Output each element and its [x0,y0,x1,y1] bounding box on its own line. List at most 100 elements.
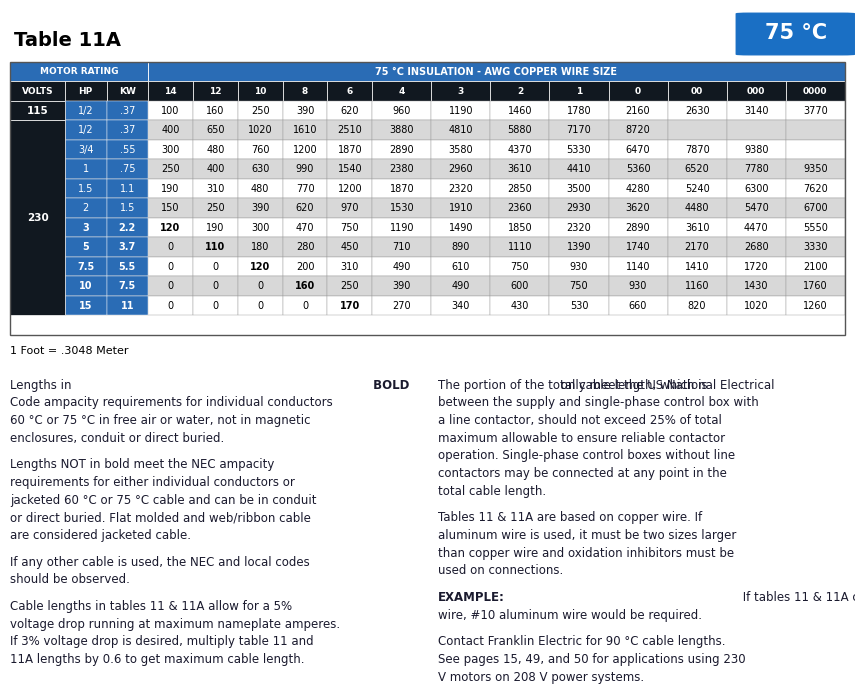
Bar [727,276,786,296]
Text: 2680: 2680 [744,242,769,252]
Text: 400: 400 [206,164,225,174]
Bar [550,140,609,159]
Text: 2: 2 [83,203,89,213]
Text: If 3% voltage drop is desired, multiply table 11 and: If 3% voltage drop is desired, multiply … [10,635,314,649]
Bar [65,101,107,120]
Text: KW: KW [119,87,136,95]
Text: 4280: 4280 [626,183,651,194]
Bar [283,179,327,199]
Bar [431,159,491,179]
Text: 3: 3 [457,87,464,95]
Text: 15: 15 [79,301,92,311]
Bar [283,199,327,218]
Text: If any other cable is used, the NEC and local codes: If any other cable is used, the NEC and … [10,556,310,569]
Text: 750: 750 [340,223,359,233]
Bar [148,179,193,199]
Bar [327,276,372,296]
Bar [609,81,668,101]
Text: 0: 0 [168,242,174,252]
Text: 1/2: 1/2 [78,125,93,135]
Bar [193,296,238,315]
Text: 2170: 2170 [685,242,710,252]
Text: 60 °C or 75 °C in free air or water, not in magnetic: 60 °C or 75 °C in free air or water, not… [10,414,310,427]
Bar [727,140,786,159]
Bar [550,81,609,101]
Bar [193,120,238,140]
Bar [491,257,550,276]
Text: 5470: 5470 [744,203,769,213]
Bar [107,296,148,315]
Bar [327,179,372,199]
Text: 300: 300 [162,144,180,155]
Bar [372,81,431,101]
Bar [65,179,107,199]
Text: 450: 450 [340,242,359,252]
Text: 390: 390 [392,281,411,291]
Bar [283,159,327,179]
Text: 4: 4 [398,87,405,95]
Bar [65,296,107,315]
Text: Lengths NOT in bold meet the NEC ampacity: Lengths NOT in bold meet the NEC ampacit… [10,458,274,471]
Text: 250: 250 [162,164,180,174]
Text: 4480: 4480 [685,203,710,213]
Bar [193,199,238,218]
Bar [193,257,238,276]
Bar [148,62,845,81]
Text: 2100: 2100 [803,262,828,271]
Bar [107,257,148,276]
Bar [65,120,107,140]
Text: 2380: 2380 [390,164,414,174]
Text: Table 11A: Table 11A [15,31,121,50]
Text: 11A lengths by 0.6 to get maximum cable length.: 11A lengths by 0.6 to get maximum cable … [10,653,304,666]
Bar [107,296,148,315]
Text: operation. Single-phase control boxes without line: operation. Single-phase control boxes wi… [438,449,735,462]
Text: 2: 2 [516,87,523,95]
Bar [148,199,193,218]
Text: 1160: 1160 [685,281,710,291]
Text: 3330: 3330 [803,242,828,252]
Bar [65,140,107,159]
Text: 760: 760 [251,144,269,155]
Bar [550,101,609,120]
Text: 0: 0 [212,281,218,291]
Bar [107,199,148,218]
Bar [65,257,107,276]
Bar [107,140,148,159]
Bar [668,101,727,120]
Bar [65,159,107,179]
Bar [148,159,193,179]
Text: 7.5: 7.5 [77,262,94,271]
Text: 1 Foot = .3048 Meter: 1 Foot = .3048 Meter [10,346,129,356]
Text: 190: 190 [162,183,180,194]
Bar [609,199,668,218]
Text: 9350: 9350 [803,164,828,174]
Bar [609,179,668,199]
Text: 170: 170 [339,301,360,311]
Text: 3610: 3610 [508,164,532,174]
Text: 400: 400 [162,125,180,135]
Bar [372,218,431,237]
Bar [372,257,431,276]
Text: 1390: 1390 [567,242,591,252]
Bar [148,218,193,237]
Bar [327,199,372,218]
Text: 9380: 9380 [744,144,769,155]
Bar [609,120,668,140]
Text: 75 °C INSULATION - AWG COPPER WIRE SIZE: 75 °C INSULATION - AWG COPPER WIRE SIZE [375,67,617,76]
Text: 3140: 3140 [744,106,769,115]
Bar [668,159,727,179]
Text: 1410: 1410 [685,262,710,271]
Text: 1460: 1460 [508,106,532,115]
Text: 1190: 1190 [449,106,473,115]
Bar [238,218,283,237]
Text: 120: 120 [250,262,270,271]
Bar [65,237,107,257]
Bar [65,101,107,120]
Bar [193,218,238,237]
Bar [609,218,668,237]
Text: See pages 15, 49, and 50 for applications using 230: See pages 15, 49, and 50 for application… [438,653,746,666]
Text: 10: 10 [254,87,267,95]
Bar [148,81,193,101]
Text: 480: 480 [251,183,269,194]
Bar [372,179,431,199]
